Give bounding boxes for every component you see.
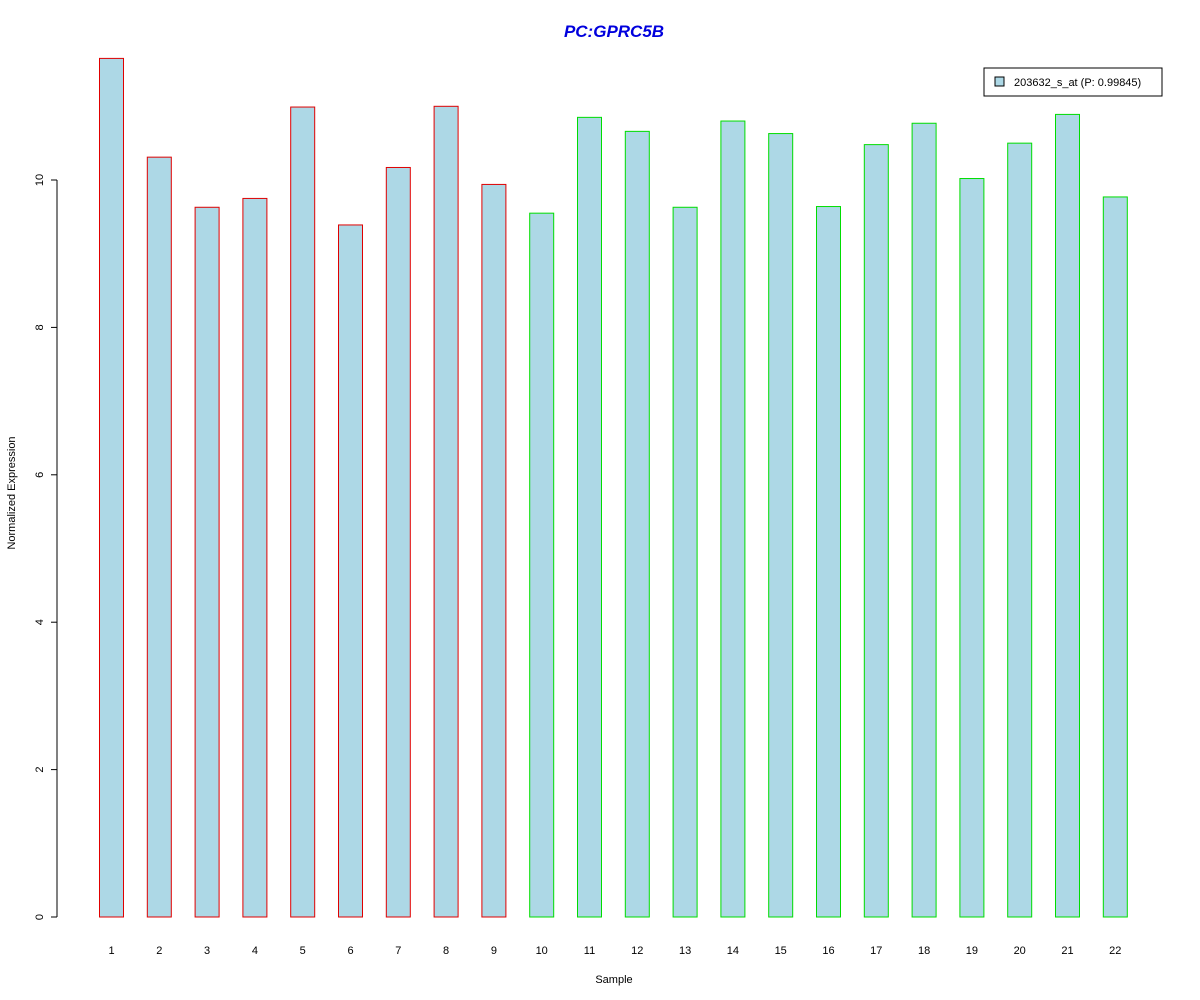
x-tick-label: 7	[395, 945, 401, 957]
x-tick-label: 5	[300, 945, 306, 957]
bar-sample-19	[959, 178, 985, 918]
legend-swatch	[994, 76, 1005, 87]
bar-sample-21	[1055, 113, 1080, 918]
x-tick-label: 17	[870, 945, 882, 957]
bar-sample-12	[624, 130, 650, 918]
bar-sample-1	[99, 57, 124, 918]
x-tick-label: 21	[1061, 945, 1073, 957]
bar-sample-20	[1007, 142, 1033, 918]
x-tick-label: 18	[918, 945, 930, 957]
x-tick-label: 12	[631, 945, 643, 957]
x-tick-label: 22	[1109, 945, 1121, 957]
bar-sample-17	[863, 144, 889, 918]
bar-sample-22	[1102, 196, 1128, 918]
bar-sample-16	[816, 206, 841, 918]
bar-sample-18	[911, 122, 937, 918]
bar-sample-8	[433, 105, 459, 918]
y-axis: 0 2 4 6 8 10	[34, 174, 58, 920]
x-tick-labels: 1 2 3 4 5 6 7 8 9 10 11 12 13 14 15 16 17 18 19 20 21 22	[108, 945, 1121, 957]
x-tick-label: 4	[252, 945, 258, 957]
y-axis-label: Normalized Expression	[6, 436, 18, 549]
x-tick-label: 1	[108, 945, 114, 957]
bar-sample-13	[672, 206, 698, 918]
x-tick-label: 11	[584, 945, 595, 957]
bar-sample-15	[768, 133, 794, 918]
x-tick-label: 3	[204, 945, 210, 957]
x-tick-label: 15	[775, 945, 787, 957]
x-axis-label: Sample	[595, 974, 632, 986]
x-tick-label: 20	[1014, 945, 1026, 957]
y-tick-label: 8	[34, 324, 46, 330]
x-tick-label: 6	[347, 945, 353, 957]
bar-sample-6	[338, 224, 363, 918]
legend-box	[983, 67, 1163, 97]
x-tick-label: 14	[727, 945, 739, 957]
legend-label: 203632_s_at (P: 0.99845)	[1014, 77, 1141, 89]
bar-sample-7	[385, 166, 411, 918]
y-tick-label: 2	[34, 767, 46, 773]
bar-sample-14	[720, 120, 746, 918]
bar-sample-11	[577, 116, 602, 918]
x-tick-label: 2	[156, 945, 162, 957]
y-tick-label: 10	[34, 174, 46, 186]
y-tick-label: 0	[34, 914, 46, 920]
bar-sample-2	[146, 156, 172, 918]
x-tick-label: 16	[822, 945, 834, 957]
bar-sample-5	[290, 106, 316, 918]
x-tick-label: 19	[966, 945, 978, 957]
bar-sample-9	[481, 183, 507, 918]
y-tick-label: 6	[34, 472, 46, 478]
legend: 203632_s_at (P: 0.99845)	[983, 67, 1163, 97]
x-tick-label: 8	[443, 945, 449, 957]
bar-sample-3	[194, 206, 220, 918]
y-tick-label: 4	[34, 619, 46, 625]
bar-sample-4	[242, 197, 268, 918]
x-tick-label: 9	[491, 945, 497, 957]
chart-title: PC:GPRC5B	[564, 22, 664, 41]
bar-sample-10	[529, 212, 555, 918]
x-tick-label: 10	[536, 945, 548, 957]
bars-group	[99, 57, 1128, 918]
x-tick-label: 13	[679, 945, 691, 957]
